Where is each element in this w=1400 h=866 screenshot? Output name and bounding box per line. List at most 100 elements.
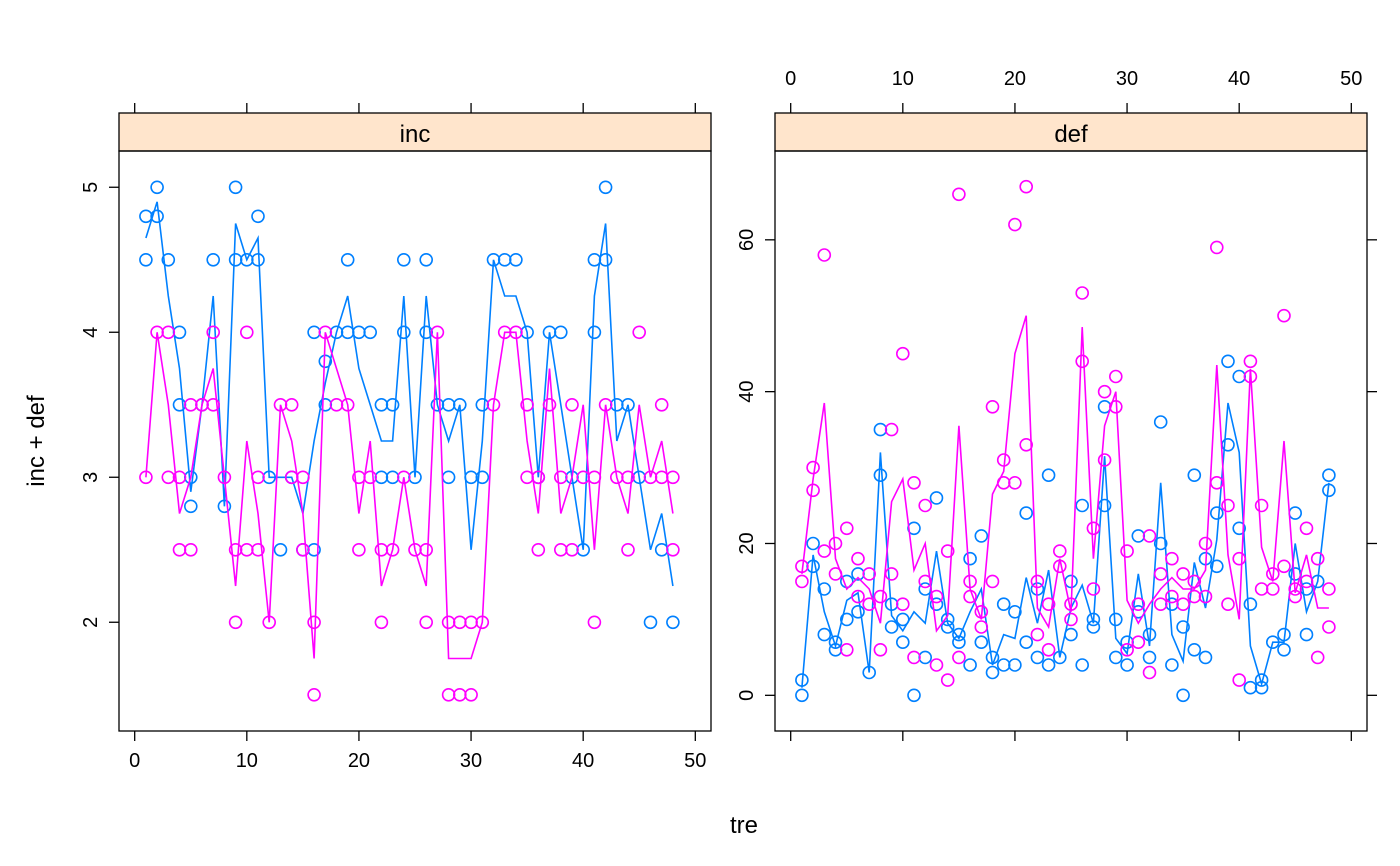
- point-0-blue-1: [139, 252, 153, 267]
- point-1-blue-81: [1254, 680, 1269, 695]
- point-0-blue-35: [396, 325, 411, 340]
- point-0-magenta-7: [184, 542, 198, 557]
- point-0-magenta-42: [452, 615, 467, 630]
- point-1-blue-27: [952, 627, 966, 642]
- point-1-blue-80: [1254, 673, 1269, 687]
- point-1-magenta-53: [1086, 582, 1101, 596]
- point-1-magenta-39: [1008, 475, 1022, 490]
- point-0-blue-44: [475, 470, 490, 485]
- point-1-magenta-5: [817, 544, 832, 558]
- x-tick-label-0-0: 0: [129, 750, 140, 772]
- point-0-magenta-23: [296, 542, 310, 557]
- point-1-blue-90: [1322, 468, 1336, 483]
- point-0-blue-56: [587, 252, 602, 267]
- point-1-magenta-57: [1109, 399, 1123, 414]
- point-0-magenta-21: [284, 470, 299, 485]
- point-1-blue-54: [1109, 612, 1123, 627]
- point-1-blue-39: [1019, 506, 1033, 520]
- point-1-blue-65: [1165, 658, 1179, 672]
- point-1-magenta-79: [1232, 673, 1246, 687]
- point-1-blue-0: [795, 673, 809, 687]
- y-tick-label-0-3: 5: [80, 182, 102, 193]
- point-1-magenta-85: [1266, 582, 1280, 596]
- point-1-blue-23: [929, 491, 944, 505]
- point-0-blue-3: [150, 209, 164, 224]
- point-1-magenta-16: [884, 422, 899, 437]
- point-1-blue-67: [1176, 688, 1190, 703]
- point-1-blue-77: [1232, 521, 1246, 536]
- point-1-magenta-81: [1243, 369, 1258, 384]
- y-tick-label-1-0: 0: [736, 690, 758, 701]
- point-0-magenta-40: [441, 615, 456, 630]
- x-axis-label: tre: [730, 812, 758, 839]
- point-0-magenta-15: [240, 542, 254, 557]
- point-1-blue-88: [1299, 627, 1314, 642]
- point-0-magenta-8: [195, 397, 209, 412]
- point-1-blue-68: [1187, 468, 1202, 483]
- x-tick-label-0-3: 30: [460, 750, 482, 772]
- point-0-blue-0: [139, 209, 153, 224]
- point-1-magenta-62: [1142, 529, 1157, 543]
- point-1-blue-4: [817, 582, 832, 596]
- x-tick-label-1-5: 50: [1340, 68, 1362, 90]
- point-0-blue-26: [340, 252, 355, 267]
- point-1-blue-60: [1142, 627, 1157, 642]
- point-1-magenta-33: [974, 620, 989, 634]
- point-0-magenta-57: [565, 397, 579, 412]
- point-1-blue-57: [1120, 658, 1134, 672]
- point-0-magenta-0: [139, 470, 153, 485]
- point-1-blue-3: [806, 559, 820, 574]
- point-1-magenta-65: [1153, 597, 1168, 612]
- point-1-blue-33: [985, 650, 1000, 665]
- point-0-blue-29: [363, 325, 378, 340]
- y-tick-label-1-1: 20: [736, 532, 758, 554]
- point-0-magenta-38: [419, 615, 434, 630]
- point-1-magenta-7: [828, 567, 843, 581]
- point-1-blue-1: [795, 688, 809, 703]
- point-1-magenta-22: [918, 498, 933, 513]
- point-1-blue-55: [1109, 650, 1123, 665]
- point-1-magenta-24: [929, 589, 944, 604]
- strip-1: [774, 112, 1368, 152]
- y-tick-label-0-1: 3: [80, 472, 102, 483]
- point-0-magenta-56: [553, 542, 568, 557]
- point-0-magenta-2: [161, 325, 176, 340]
- point-1-blue-85: [1288, 506, 1302, 520]
- point-0-blue-5: [172, 325, 187, 340]
- point-1-blue-69: [1187, 642, 1202, 657]
- point-0-blue-7: [184, 499, 198, 514]
- series-line-0-magenta: [145, 331, 674, 660]
- point-0-magenta-18: [262, 615, 277, 630]
- point-0-magenta-70: [666, 470, 680, 485]
- point-0-magenta-20: [284, 397, 299, 412]
- point-1-magenta-82: [1254, 498, 1269, 513]
- point-1-magenta-94: [1322, 582, 1336, 596]
- point-1-blue-72: [1210, 506, 1224, 520]
- point-1-blue-44: [1041, 658, 1056, 672]
- point-0-blue-28: [352, 325, 366, 340]
- point-0-magenta-5: [172, 542, 187, 557]
- point-0-magenta-66: [632, 325, 647, 340]
- point-1-magenta-29: [952, 650, 966, 665]
- point-0-magenta-53: [531, 542, 546, 557]
- point-0-magenta-17: [251, 542, 265, 557]
- point-0-magenta-61: [587, 615, 602, 630]
- point-1-magenta-2: [806, 460, 820, 475]
- point-0-magenta-50: [520, 397, 534, 412]
- point-0-blue-22: [307, 325, 321, 340]
- point-1-blue-73: [1210, 559, 1224, 574]
- point-1-magenta-25: [929, 658, 944, 672]
- point-1-blue-82: [1266, 635, 1280, 650]
- point-1-blue-40: [1019, 635, 1033, 650]
- point-1-magenta-15: [873, 642, 888, 657]
- point-1-magenta-78: [1232, 551, 1246, 566]
- point-1-magenta-46: [1053, 544, 1067, 558]
- point-0-blue-62: [643, 615, 658, 630]
- point-1-magenta-67: [1165, 589, 1179, 604]
- point-1-magenta-80: [1243, 354, 1258, 369]
- point-0-blue-30: [374, 470, 389, 485]
- point-0-blue-49: [520, 325, 534, 340]
- point-0-magenta-10: [206, 397, 220, 412]
- point-0-blue-12: [228, 180, 243, 195]
- point-0-blue-48: [509, 252, 523, 267]
